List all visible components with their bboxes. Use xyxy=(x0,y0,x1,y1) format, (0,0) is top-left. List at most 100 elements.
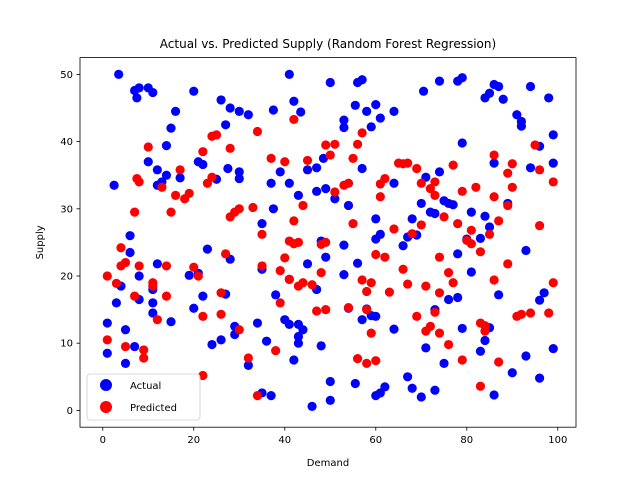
y-tick-label: 0 xyxy=(67,406,73,417)
actual-point xyxy=(371,311,381,321)
actual-point xyxy=(407,214,417,224)
actual-point xyxy=(312,163,322,173)
y-tick-label: 50 xyxy=(60,70,73,81)
predicted-point xyxy=(280,253,290,263)
predicted-point xyxy=(330,139,340,149)
actual-point xyxy=(161,141,172,151)
actual-point xyxy=(148,308,158,318)
predicted-point xyxy=(503,168,513,178)
actual-point xyxy=(330,194,340,204)
actual-point xyxy=(375,229,385,239)
predicted-point xyxy=(416,178,426,188)
predicted-point xyxy=(362,305,372,315)
actual-point xyxy=(371,214,381,224)
actual-point xyxy=(184,270,194,280)
y-axis-ticks: 0 10 20 30 40 50 xyxy=(60,70,80,417)
actual-point xyxy=(350,100,360,110)
actual-point xyxy=(321,184,331,194)
actual-point xyxy=(357,75,367,85)
actual-point xyxy=(475,346,486,356)
actual-point xyxy=(307,401,317,411)
predicted-point xyxy=(503,200,513,211)
predicted-point xyxy=(157,182,167,192)
predicted-point xyxy=(312,306,322,316)
predicted-point xyxy=(453,218,463,229)
actual-point xyxy=(484,222,495,232)
actual-point xyxy=(489,158,499,168)
predicted-point xyxy=(407,229,417,239)
actual-point xyxy=(430,208,440,219)
predicted-point xyxy=(421,281,431,291)
actual-point xyxy=(325,395,335,405)
actual-point xyxy=(466,267,476,277)
predicted-point xyxy=(507,159,517,169)
actual-point xyxy=(357,163,367,174)
predicted-point xyxy=(525,308,536,318)
actual-point xyxy=(539,288,549,298)
predicted-point xyxy=(302,155,313,166)
actual-point xyxy=(466,207,476,217)
actual-point xyxy=(284,319,294,329)
actual-point xyxy=(243,360,253,370)
actual-point xyxy=(375,113,385,123)
actual-point xyxy=(223,163,233,174)
y-axis-label: Supply xyxy=(35,225,46,259)
actual-point xyxy=(271,290,281,300)
actual-point xyxy=(234,173,244,184)
predicted-point xyxy=(362,286,372,297)
predicted-point xyxy=(507,182,517,192)
predicted-point xyxy=(352,354,363,364)
predicted-point xyxy=(216,288,226,298)
actual-point xyxy=(434,167,445,177)
actual-point xyxy=(148,298,158,308)
predicted-point xyxy=(152,315,162,325)
legend-predicted-marker xyxy=(100,401,112,413)
predicted-point xyxy=(298,200,308,211)
predicted-point xyxy=(457,355,467,365)
actual-point xyxy=(284,69,294,79)
actual-point xyxy=(234,167,244,177)
predicted-point xyxy=(480,321,490,331)
actual-point xyxy=(120,325,131,335)
actual-point xyxy=(296,107,306,117)
predicted-point xyxy=(289,216,299,226)
actual-point xyxy=(357,315,367,325)
predicted-point xyxy=(412,163,422,174)
predicted-point xyxy=(352,139,363,149)
predicted-point xyxy=(148,281,158,291)
actual-point xyxy=(371,100,381,110)
actual-point xyxy=(343,200,354,211)
actual-point xyxy=(439,358,449,368)
actual-point xyxy=(457,323,467,334)
predicted-point xyxy=(111,278,122,288)
actual-point xyxy=(525,81,536,92)
predicted-point xyxy=(484,229,495,239)
predicted-point xyxy=(448,160,458,170)
predicted-point xyxy=(321,140,331,150)
actual-point xyxy=(302,165,313,175)
predicted-point xyxy=(534,165,545,175)
plot-frame xyxy=(79,57,577,428)
predicted-point xyxy=(348,153,358,163)
predicted-point xyxy=(357,128,367,138)
predicted-point xyxy=(325,150,335,160)
predicted-point xyxy=(234,325,244,335)
predicted-point xyxy=(430,177,440,187)
predicted-point xyxy=(316,268,326,278)
actual-point xyxy=(216,95,226,105)
actual-point xyxy=(448,200,458,210)
legend-actual-marker xyxy=(100,379,112,391)
predicted-point xyxy=(280,157,290,167)
predicted-point xyxy=(362,358,372,368)
predicted-point xyxy=(443,339,454,350)
predicted-point xyxy=(371,356,381,366)
predicted-point xyxy=(120,341,131,352)
predicted-point xyxy=(516,309,526,319)
predicted-point xyxy=(425,184,435,194)
predicted-point xyxy=(193,271,203,281)
actual-point xyxy=(407,383,417,393)
predicted-point xyxy=(275,298,285,308)
predicted-point xyxy=(534,221,545,231)
actual-point xyxy=(548,158,558,168)
